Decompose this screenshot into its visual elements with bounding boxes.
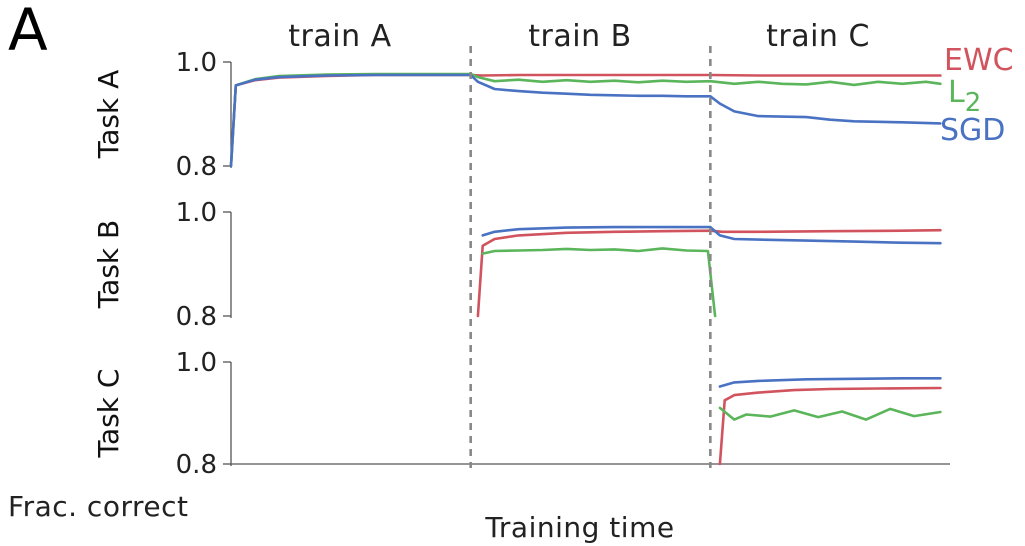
phase-dividers xyxy=(469,46,712,468)
x-axis-caption: Training time xyxy=(484,511,674,544)
panel-letter: A xyxy=(8,0,48,64)
y-tick-label: 1.0 xyxy=(176,198,217,228)
legend-l2-main: L xyxy=(948,75,965,110)
y-tick-label: 1.0 xyxy=(176,48,217,78)
panel-task-a: 1.0 0.8 Task A xyxy=(92,48,942,182)
series-line-sgd xyxy=(229,73,942,168)
panel-task-c: 1.0 0.8 Task C xyxy=(92,348,950,480)
series-line-ewc xyxy=(476,228,942,318)
task-label: Task C xyxy=(92,369,125,459)
y-axis-caption: Frac. correct xyxy=(8,490,188,523)
phase-label-b: train B xyxy=(528,19,631,54)
series-line-l2 xyxy=(718,406,942,421)
series-line-sgd xyxy=(481,225,942,245)
series-line-ewc xyxy=(718,386,942,466)
legend-l2: L2 xyxy=(948,75,981,118)
series-line-sgd xyxy=(718,377,942,388)
y-tick-label: 1.0 xyxy=(176,348,217,378)
series-line-l2 xyxy=(481,247,717,318)
panel-task-b: 1.0 0.8 Task B xyxy=(92,198,942,332)
y-tick-label: 0.8 xyxy=(176,450,217,480)
phase-label-a: train A xyxy=(288,19,391,54)
task-label: Task B xyxy=(92,220,125,310)
y-tick-label: 0.8 xyxy=(176,152,217,182)
task-label: Task A xyxy=(92,70,125,159)
legend-l2-subscript: 2 xyxy=(965,88,982,118)
chart-panels: 1.0 0.8 Task A 1.0 0.8 Task B 1.0 0.8 Task C xyxy=(92,48,950,480)
legend-ewc: EWC xyxy=(944,43,1014,78)
y-tick-label: 0.8 xyxy=(176,302,217,332)
phase-label-c: train C xyxy=(766,19,870,54)
legend: EWC L2 SGD xyxy=(940,43,1014,148)
legend-sgd: SGD xyxy=(940,113,1005,148)
